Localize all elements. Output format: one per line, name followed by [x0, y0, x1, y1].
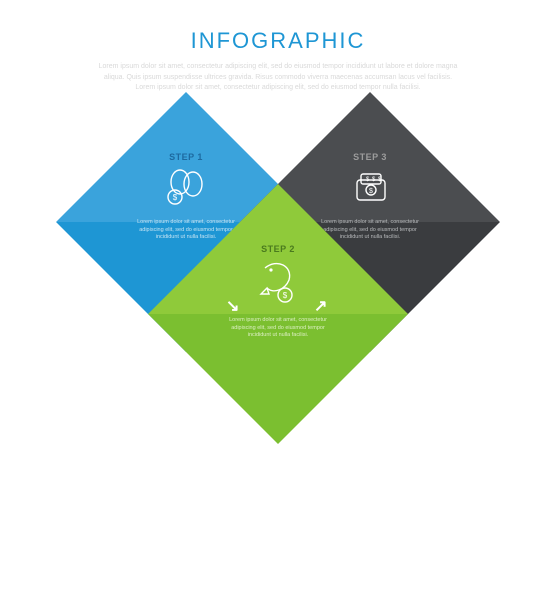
- step2-label: STEP 2: [261, 244, 295, 254]
- eggs-coin-icon: $: [163, 168, 209, 211]
- fish-coin-icon: $: [255, 260, 301, 309]
- infographic-stage: STEP 1 $ Lorem ipsum dolor sit amet, con…: [0, 104, 556, 534]
- step3-label: STEP 3: [353, 152, 387, 162]
- svg-text:$: $: [369, 188, 373, 195]
- svg-text:$: $: [283, 291, 288, 300]
- page-subtitle: Lorem ipsum dolor sit amet, consectetur …: [98, 62, 458, 94]
- step2-body: Lorem ipsum dolor sit amet, consectetur …: [228, 317, 328, 340]
- arrow-up-right-icon: ↗: [314, 296, 327, 316]
- wallet-money-icon: $ $ $ $: [347, 168, 393, 211]
- diamond-step2: STEP 2 $ Lorem ipsum dolor sit amet, con…: [148, 183, 408, 443]
- page-title: INFOGRAPHIC: [0, 28, 556, 54]
- arrow-down-right-icon: ↘: [226, 296, 239, 316]
- step1-label: STEP 1: [169, 152, 203, 162]
- svg-text:$: $: [173, 193, 178, 202]
